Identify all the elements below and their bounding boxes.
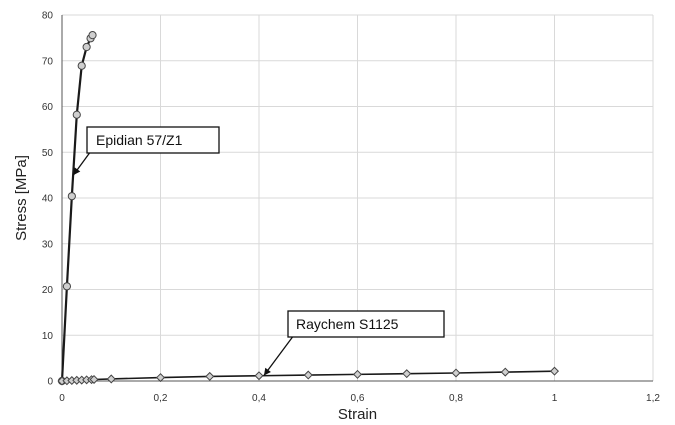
y-tick-label: 20	[42, 285, 54, 296]
callout-arrowhead	[73, 167, 81, 176]
x-tick-label: 1,2	[646, 393, 660, 404]
callout-leader	[263, 334, 295, 376]
x-tick-label: 0	[59, 393, 65, 404]
x-tick-label: 0,6	[351, 393, 365, 404]
callout-0: Epidian 57/Z1	[72, 126, 220, 176]
annotation-layer: Epidian 57/Z1 Raychem S1125	[72, 126, 445, 376]
y-tick-label: 70	[42, 56, 54, 67]
x-axis-title: Strain	[338, 406, 377, 423]
y-tick-label: 0	[47, 377, 53, 388]
y-tick-label: 40	[42, 194, 54, 205]
y-tick-label: 30	[42, 239, 54, 250]
callout-arrowhead	[263, 367, 271, 376]
data-point	[205, 371, 215, 381]
y-tick-label: 80	[42, 11, 54, 22]
series-1	[57, 366, 560, 386]
data-point	[88, 31, 97, 40]
callout-box	[287, 310, 445, 338]
data-point	[106, 374, 116, 384]
series-line	[60, 34, 94, 382]
data-point	[82, 42, 91, 52]
data-point	[254, 371, 264, 381]
callout-1: Raychem S1125	[263, 310, 445, 376]
data-point	[62, 282, 72, 291]
y-tick-label: 50	[42, 148, 54, 159]
callout-label: Raychem S1125	[296, 316, 399, 332]
callout-box	[86, 126, 220, 154]
data-point	[89, 374, 99, 384]
series-0	[57, 31, 97, 386]
data-point	[303, 370, 313, 380]
x-tick-label: 0,4	[252, 393, 266, 404]
data-point	[352, 369, 363, 379]
data-point	[77, 61, 86, 70]
x-tick-label: 1	[552, 393, 558, 404]
data-point	[451, 368, 461, 378]
x-tick-label: 0,8	[449, 393, 463, 404]
data-point	[67, 192, 76, 201]
data-point	[549, 366, 560, 376]
axis-layer: 0 10 20 30 40 50 60 70 80 0 0,2 0,4 0,6 0,8 1 1,2	[42, 11, 661, 405]
y-axis-title: Stress [MPa]	[13, 155, 30, 241]
data-point	[72, 110, 81, 119]
y-tick-label: 10	[42, 331, 54, 342]
series-layer	[57, 31, 560, 386]
x-tick-label: 0,2	[154, 393, 168, 404]
callout-label: Epidian 57/Z1	[96, 132, 183, 148]
y-tick-label: 60	[42, 102, 54, 113]
data-point	[402, 369, 412, 379]
data-point	[155, 373, 166, 383]
data-point	[500, 367, 510, 377]
